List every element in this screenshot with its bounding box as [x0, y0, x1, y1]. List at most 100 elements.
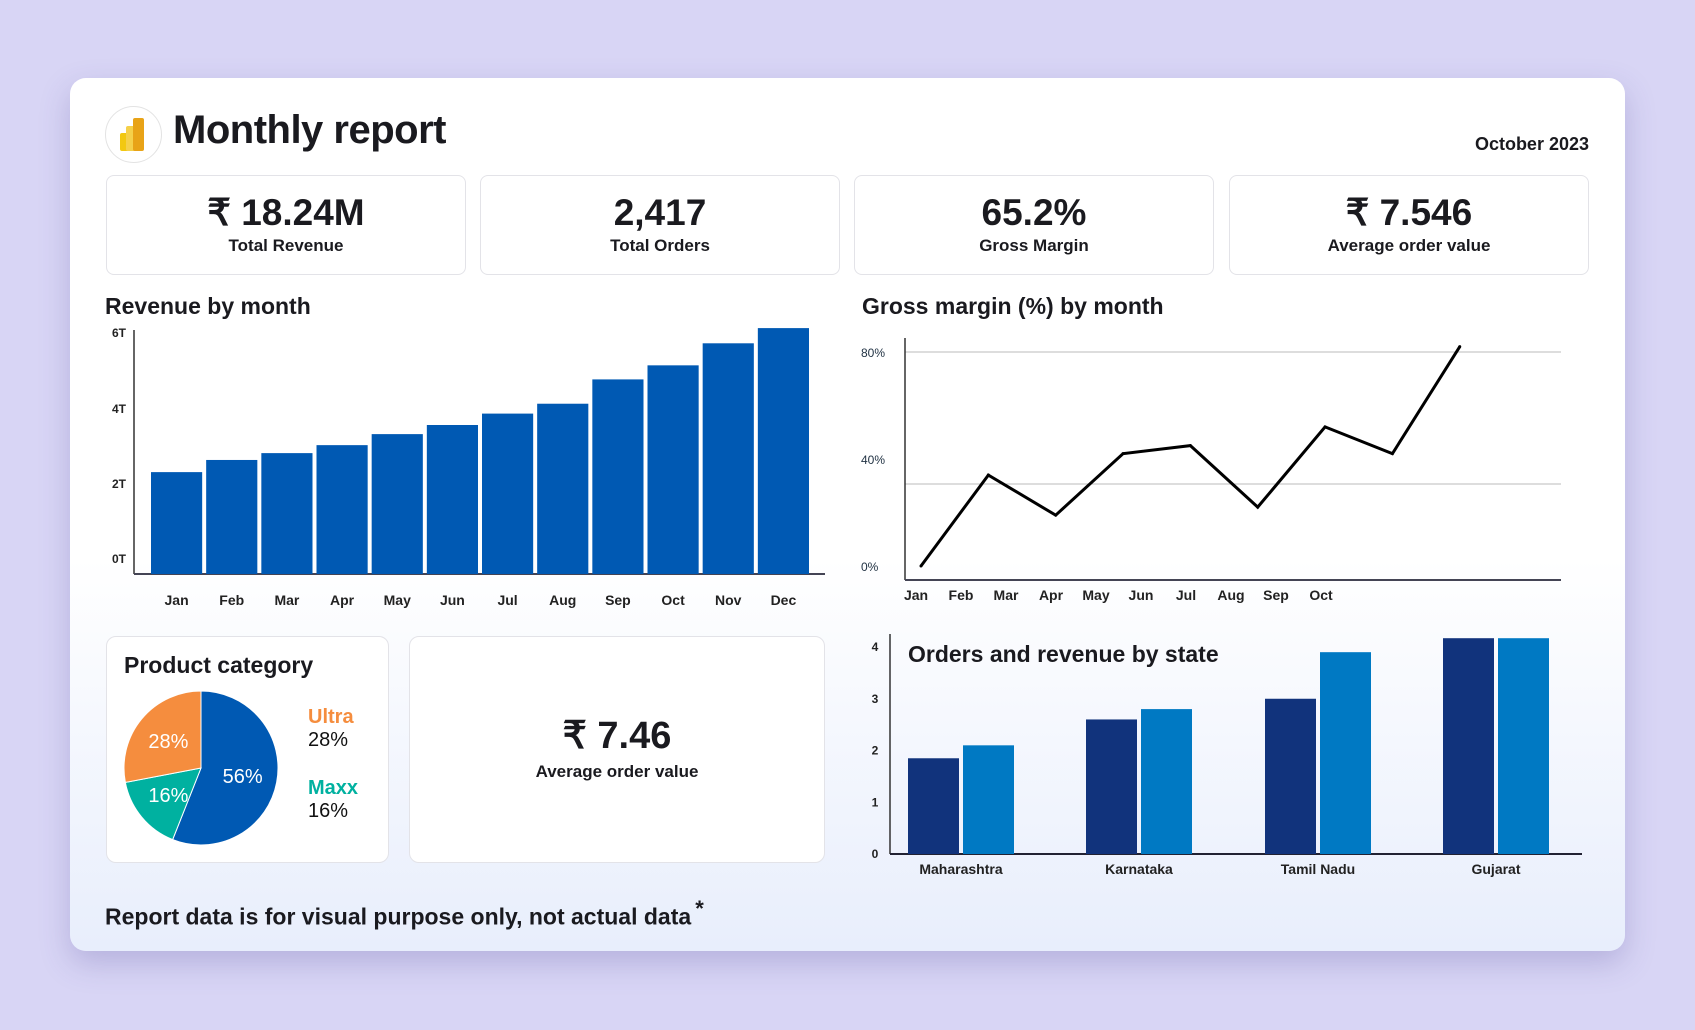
product-category-title: Product category	[124, 652, 314, 678]
y-tick-label: 1	[872, 795, 879, 809]
bar-mar	[261, 453, 313, 574]
report-date: October 2023	[1474, 134, 1589, 154]
x-tick-label: Jan	[904, 587, 928, 603]
y-tick-label: 4	[872, 640, 879, 654]
kpi-label: Gross Margin	[979, 236, 1089, 255]
bar-apr	[316, 445, 368, 574]
margin-point	[1390, 452, 1394, 456]
x-tick-label: Mar	[274, 592, 299, 608]
kpi-value: ₹ 18.24M	[207, 192, 365, 233]
bar-feb	[206, 459, 258, 574]
x-tick-label: Jul	[1176, 587, 1196, 603]
bar-may	[371, 434, 423, 574]
x-tick-label: Sep	[605, 592, 631, 608]
state-bar-tamil-nadu	[1265, 698, 1316, 854]
legend-name: Maxx	[308, 777, 358, 799]
bar-aug	[537, 403, 589, 574]
y-tick-label: 2	[872, 744, 879, 758]
kpi-label: Average order value	[1327, 236, 1491, 255]
power-bi-logo-icon	[105, 106, 162, 163]
legend-name: Ultra	[308, 706, 354, 728]
bar-sep	[592, 379, 644, 574]
kpi-value: ₹ 7.546	[1345, 192, 1473, 233]
avg-order-card: ₹ 7.46 Average order value	[409, 636, 825, 863]
pie-slice-label: 56%	[223, 766, 263, 788]
x-tick-label: Karnataka	[1105, 861, 1173, 877]
y-tick-label: 40%	[861, 453, 885, 467]
y-tick-label: 80%	[861, 346, 885, 360]
footer-disclaimer: Report data is for visual purpose only, …	[105, 896, 704, 931]
x-tick-label: May	[384, 592, 411, 608]
x-tick-label: Apr	[330, 592, 355, 608]
x-tick-label: Oct	[661, 592, 685, 608]
x-tick-label: Feb	[219, 592, 244, 608]
page-title: Monthly report	[173, 108, 446, 152]
x-tick-label: Gujarat	[1471, 861, 1520, 877]
margin-point	[1256, 505, 1260, 509]
x-tick-label: Tamil Nadu	[1281, 861, 1355, 877]
state-bar-gujarat	[1498, 638, 1549, 854]
x-tick-label: May	[1082, 587, 1109, 603]
state-bar-gujarat	[1443, 638, 1494, 854]
kpi-total-orders: 2,417 Total Orders	[480, 175, 840, 275]
kpi-label: Total Revenue	[228, 236, 344, 255]
legend-value: 16%	[308, 800, 348, 822]
bar-nov	[702, 343, 754, 574]
x-tick-label: Aug	[1217, 587, 1244, 603]
x-tick-label: Maharashtra	[919, 861, 1002, 877]
state-bar-maharashtra	[963, 745, 1014, 854]
y-tick-label: 3	[872, 692, 879, 706]
bar-dec	[757, 328, 809, 574]
footer-text: Report data is for visual purpose only, …	[105, 903, 692, 930]
bar-jun	[426, 425, 478, 574]
x-tick-label: Oct	[1309, 587, 1333, 603]
pie-slice-label: 16%	[148, 785, 188, 807]
state-bar-karnataka	[1086, 719, 1137, 854]
kpi-total-revenue: ₹ 18.24M Total Revenue	[106, 175, 466, 275]
x-tick-label: Jun	[1129, 587, 1154, 603]
x-tick-label: Feb	[949, 587, 974, 603]
x-tick-label: Apr	[1039, 587, 1064, 603]
y-tick-label: 6T	[112, 326, 127, 340]
kpi-gross-margin: 65.2% Gross Margin	[854, 175, 1214, 275]
y-tick-label: 4T	[112, 402, 127, 416]
avg-order-label: Average order value	[535, 762, 699, 781]
y-tick-label: 2T	[112, 477, 127, 491]
margin-line	[919, 345, 1462, 567]
x-tick-label: Aug	[549, 592, 576, 608]
kpi-value: 2,417	[613, 192, 707, 233]
margin-point	[1188, 444, 1192, 448]
bar-jul	[482, 413, 534, 574]
revenue-chart-title: Revenue by month	[105, 293, 311, 319]
margin-point	[986, 473, 990, 477]
x-tick-label: Jun	[440, 592, 465, 608]
y-tick-label: 0T	[112, 552, 127, 566]
x-tick-label: Nov	[715, 592, 742, 608]
x-tick-label: Sep	[1263, 587, 1289, 603]
kpi-label: Total Orders	[610, 236, 710, 255]
bar-oct	[647, 365, 699, 574]
state-bar-tamil-nadu	[1320, 652, 1371, 854]
margin-point	[1054, 513, 1058, 517]
y-tick-label: 0%	[861, 560, 879, 574]
x-tick-label: Mar	[994, 587, 1019, 603]
x-tick-label: Jan	[165, 592, 189, 608]
margin-point	[1323, 425, 1327, 429]
bar-jan	[151, 472, 203, 574]
pie-slice	[124, 767, 202, 841]
margin-point	[1121, 452, 1125, 456]
legend-value: 28%	[308, 729, 348, 751]
pie-slice	[172, 690, 279, 846]
y-tick-label: 0	[872, 847, 879, 861]
margin-point	[919, 564, 923, 568]
margin-point	[1458, 345, 1462, 349]
x-tick-label: Jul	[497, 592, 517, 608]
footer-asterisk: *	[695, 896, 704, 921]
state-bar-maharashtra	[908, 758, 959, 854]
pie-slice	[123, 690, 202, 784]
kpi-average-order-value: ₹ 7.546 Average order value	[1229, 175, 1589, 275]
state-chart-title: Orders and revenue by state	[908, 641, 1219, 667]
avg-order-value: ₹ 7.46	[562, 715, 672, 757]
margin-chart-title: Gross margin (%) by month	[862, 293, 1164, 319]
